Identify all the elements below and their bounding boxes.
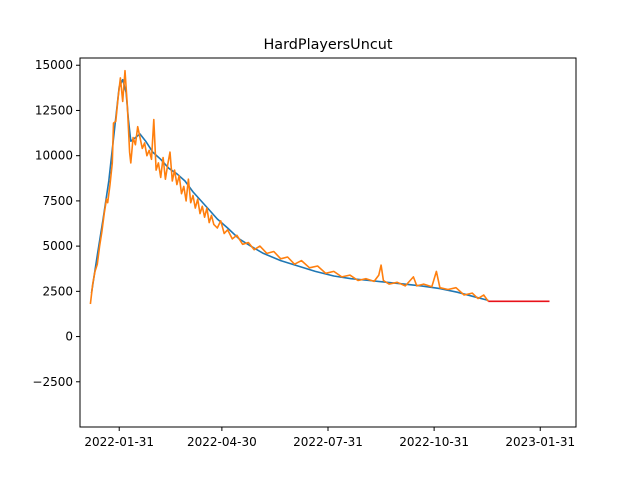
y-tick-label-7: 15000 [35,58,73,72]
y-tick-label-1: 0 [65,330,73,344]
x-tick-label-3: 2022-10-31 [399,435,469,449]
chart-title: HardPlayersUncut [263,37,392,53]
x-tick-label-1: 2022-04-30 [187,435,257,449]
series-layer [89,69,550,305]
y-tick-label-5: 10000 [35,149,73,163]
y-axis: −2500 0 2500 5000 7500 10000 12500 15000 [32,58,80,389]
y-tick-label-2: 2500 [42,284,73,298]
y-tick-label-4: 7500 [42,194,73,208]
x-tick-label-4: 2023-01-31 [505,435,575,449]
series-line-2 [89,69,489,305]
y-tick-label-3: 5000 [42,239,73,253]
x-axis: 2022-01-31 2022-04-30 2022-07-31 2022-10-31… [84,427,575,449]
x-tick-label-2: 2022-07-31 [293,435,363,449]
y-tick-label-6: 12500 [35,103,73,117]
y-tick-label-0: −2500 [32,375,73,389]
x-tick-label-0: 2022-01-31 [84,435,154,449]
